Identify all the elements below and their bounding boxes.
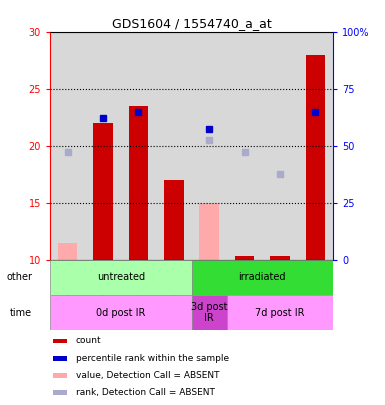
Bar xyxy=(53,373,67,377)
Bar xyxy=(227,32,262,260)
Text: GSM93973: GSM93973 xyxy=(205,260,214,305)
Bar xyxy=(262,32,298,260)
Text: GSM93969: GSM93969 xyxy=(169,260,178,305)
Bar xyxy=(156,32,191,260)
Bar xyxy=(306,55,325,260)
Bar xyxy=(235,256,254,260)
Bar xyxy=(53,390,67,394)
Bar xyxy=(192,260,333,295)
Text: count: count xyxy=(75,337,101,345)
Text: 7d post IR: 7d post IR xyxy=(255,308,305,318)
Bar xyxy=(164,180,184,260)
Title: GDS1604 / 1554740_a_at: GDS1604 / 1554740_a_at xyxy=(112,17,271,30)
Bar xyxy=(192,32,227,260)
Bar xyxy=(270,256,290,260)
Text: value, Detection Call = ABSENT: value, Detection Call = ABSENT xyxy=(75,371,219,380)
Text: GSM93962: GSM93962 xyxy=(99,260,108,305)
Text: 0d post IR: 0d post IR xyxy=(96,308,146,318)
Text: GSM93958: GSM93958 xyxy=(240,260,249,305)
Bar xyxy=(53,356,67,361)
Bar xyxy=(121,32,156,260)
Bar xyxy=(227,295,333,330)
Bar xyxy=(85,32,121,260)
Bar xyxy=(50,260,192,295)
Bar xyxy=(50,295,192,330)
Bar xyxy=(199,203,219,260)
Bar xyxy=(50,32,85,260)
Text: 3d post
IR: 3d post IR xyxy=(191,302,228,324)
Text: GSM93968: GSM93968 xyxy=(134,260,143,305)
Text: GSM93964: GSM93964 xyxy=(275,260,285,305)
Text: GSM93967: GSM93967 xyxy=(311,260,320,305)
Text: percentile rank within the sample: percentile rank within the sample xyxy=(75,354,229,363)
Text: GSM93961: GSM93961 xyxy=(63,260,72,305)
Text: untreated: untreated xyxy=(97,272,145,282)
Text: irradiated: irradiated xyxy=(239,272,286,282)
Text: rank, Detection Call = ABSENT: rank, Detection Call = ABSENT xyxy=(75,388,214,397)
Text: time: time xyxy=(10,308,32,318)
Text: other: other xyxy=(7,272,32,282)
Bar xyxy=(129,106,148,260)
Bar xyxy=(298,32,333,260)
Bar xyxy=(192,295,227,330)
Bar xyxy=(53,339,67,343)
Bar xyxy=(94,123,113,260)
Bar xyxy=(58,243,77,260)
